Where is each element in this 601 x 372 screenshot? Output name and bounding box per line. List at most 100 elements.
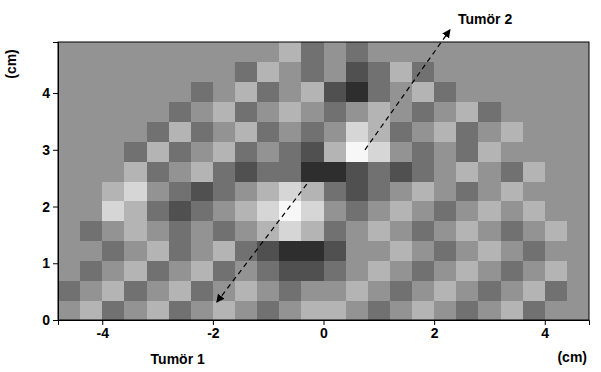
- heatmap-cell: [124, 82, 147, 102]
- heatmap-cell: [279, 62, 302, 82]
- heatmap-cell: [191, 181, 214, 201]
- heatmap-cell: [501, 181, 524, 201]
- heatmap-cell: [80, 141, 103, 161]
- heatmap-cells: [58, 42, 589, 320]
- heatmap-cell: [147, 82, 170, 102]
- heatmap-cell: [456, 82, 479, 102]
- heatmap-cell: [567, 42, 589, 62]
- heatmap-cell: [169, 82, 192, 102]
- heatmap-cell: [279, 221, 302, 241]
- heatmap-cell: [478, 300, 501, 320]
- heatmap-cell: [102, 221, 125, 241]
- heatmap-cell: [501, 260, 524, 280]
- heatmap-cell: [279, 241, 302, 261]
- heatmap-cell: [147, 62, 170, 82]
- heatmap-cell: [80, 181, 103, 201]
- annotation-arrow: [365, 30, 450, 150]
- tick: 0: [42, 312, 58, 328]
- heatmap-cell: [102, 141, 125, 161]
- heatmap-cell: [545, 201, 568, 221]
- tick-label: 2: [431, 325, 439, 341]
- heatmap-cell: [478, 280, 501, 300]
- heatmap-cell: [147, 181, 170, 201]
- heatmap-cell: [301, 300, 324, 320]
- heatmap-cell: [80, 102, 103, 122]
- heatmap-cell: [301, 82, 324, 102]
- heatmap-cell: [478, 121, 501, 141]
- heatmap-cell: [301, 241, 324, 261]
- heatmap-cell: [279, 280, 302, 300]
- heatmap-cell: [478, 260, 501, 280]
- heatmap-cell: [124, 241, 147, 261]
- heatmap-cell: [324, 221, 347, 241]
- chart-svg: -4-202401234(cm)(cm)Tumör 1Tumör 2: [0, 0, 601, 372]
- heatmap-cell: [501, 42, 524, 62]
- heatmap-cell: [390, 62, 413, 82]
- heatmap-cell: [235, 62, 258, 82]
- heatmap-cell: [147, 102, 170, 122]
- tick: 0: [320, 320, 328, 341]
- heatmap-cell: [147, 121, 170, 141]
- heatmap-cell: [191, 161, 214, 181]
- heatmap-cell: [501, 62, 524, 82]
- heatmap-cell: [191, 260, 214, 280]
- tick-mark: [53, 93, 58, 94]
- heatmap-cell: [235, 121, 258, 141]
- heatmap-cell: [301, 221, 324, 241]
- tick-label: 3: [42, 142, 50, 158]
- tick: 3: [42, 142, 58, 158]
- heatmap-cell: [279, 141, 302, 161]
- heatmap-cell: [434, 161, 457, 181]
- heatmap-cell: [169, 201, 192, 221]
- heatmap-cell: [80, 82, 103, 102]
- heatmap-cell: [545, 42, 568, 62]
- heatmap-cell: [456, 42, 479, 62]
- tick-mark: [53, 150, 58, 151]
- heatmap-cell: [257, 201, 280, 221]
- heatmap-cell: [567, 221, 589, 241]
- heatmap-cell: [478, 42, 501, 62]
- heatmap-cell: [257, 181, 280, 201]
- heatmap-cell: [390, 300, 413, 320]
- heatmap-cell: [368, 181, 391, 201]
- tick: 4: [42, 85, 58, 101]
- heatmap-cell: [257, 141, 280, 161]
- heatmap-cell: [390, 260, 413, 280]
- tick-label: 4: [541, 325, 549, 341]
- heatmap-cell: [213, 300, 236, 320]
- heatmap-cell: [58, 300, 81, 320]
- heatmap-cell: [501, 161, 524, 181]
- heatmap-cell: [324, 42, 347, 62]
- heatmap-cell: [523, 62, 546, 82]
- heatmap-cell: [169, 161, 192, 181]
- heatmap-cell: [279, 181, 302, 201]
- heatmap-cell: [412, 42, 435, 62]
- heatmap-cell: [523, 181, 546, 201]
- heatmap-cell: [80, 221, 103, 241]
- heatmap-cell: [169, 42, 192, 62]
- heatmap-cell: [545, 221, 568, 241]
- heatmap-cell: [346, 121, 369, 141]
- heatmap-cell: [456, 300, 479, 320]
- heatmap-cell: [501, 102, 524, 122]
- heatmap-cell: [235, 141, 258, 161]
- heatmap-cell: [257, 62, 280, 82]
- heatmap-cell: [567, 260, 589, 280]
- heatmap-cell: [478, 62, 501, 82]
- heatmap-cell: [213, 161, 236, 181]
- heatmap-cell: [213, 260, 236, 280]
- heatmap-cell: [412, 280, 435, 300]
- heatmap-cell: [368, 201, 391, 221]
- heatmap-cell: [412, 260, 435, 280]
- heatmap-cell: [368, 260, 391, 280]
- tick-label: 4: [42, 85, 50, 101]
- heatmap-cell: [169, 300, 192, 320]
- heatmap-cell: [169, 221, 192, 241]
- heatmap-cell: [191, 121, 214, 141]
- heatmap-cell: [213, 121, 236, 141]
- heatmap-cell: [501, 82, 524, 102]
- heatmap-cell: [235, 300, 258, 320]
- heatmap-cell: [456, 62, 479, 82]
- heatmap-cell: [80, 280, 103, 300]
- heatmap-cell: [124, 300, 147, 320]
